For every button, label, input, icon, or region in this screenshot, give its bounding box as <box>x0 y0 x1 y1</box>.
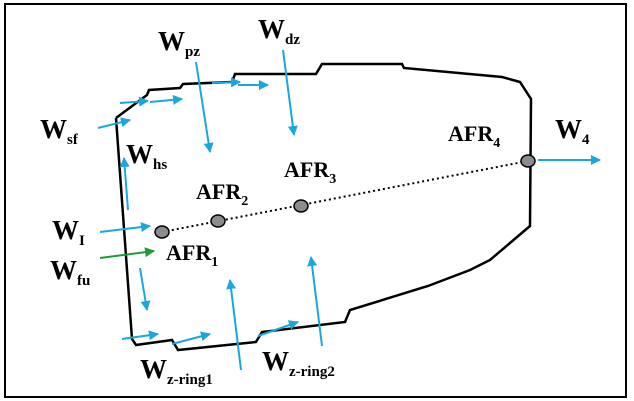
afr-nodes <box>154 154 536 239</box>
afr3-node <box>293 199 309 213</box>
afr4-node <box>520 154 536 168</box>
label-afr3: AFR3 <box>284 157 336 187</box>
label-w-hs: Whs <box>126 139 167 173</box>
arrow-w-pz <box>195 61 214 153</box>
label-w-4: W4 <box>555 114 590 148</box>
arrow-top-left-2 <box>149 94 183 105</box>
label-w-pz: Wpz <box>158 26 200 60</box>
arrow-bottom-left-2 <box>171 331 211 345</box>
arrow-w-hs <box>119 157 130 211</box>
label-afr1: AFR1 <box>166 240 218 270</box>
arrow-top-left-1 <box>119 96 149 107</box>
figure-frame <box>4 3 627 398</box>
arrow-w-zring1 <box>226 279 242 371</box>
arrow-w-sf <box>97 117 131 129</box>
afr2-node <box>210 214 226 228</box>
arrow-top-mid-1 <box>211 77 241 88</box>
flow-arrows <box>97 49 601 371</box>
label-afr2: AFR2 <box>196 179 248 209</box>
label-w-dz: Wdz <box>258 14 300 48</box>
arrow-down-left <box>139 267 151 311</box>
label-w-zring2: Wz-ring2 <box>262 346 335 380</box>
label-w-sf: Wsf <box>40 114 79 148</box>
label-w-zring1: Wz-ring1 <box>140 354 213 388</box>
label-w-i: WI <box>52 215 85 249</box>
arrow-bottom-left-1 <box>121 330 159 341</box>
afr1-node <box>154 225 170 239</box>
label-afr4: AFR4 <box>448 121 500 151</box>
arrow-w-fu <box>99 247 155 259</box>
combustor-outline <box>114 62 533 352</box>
afr-dotted-line <box>161 160 529 233</box>
arrow-w-zring2 <box>307 256 323 347</box>
arrow-bottom-mid <box>257 320 299 337</box>
label-w-fu: Wfu <box>50 255 90 289</box>
arrow-w-dz <box>282 49 298 136</box>
arrow-w-i <box>99 222 151 233</box>
